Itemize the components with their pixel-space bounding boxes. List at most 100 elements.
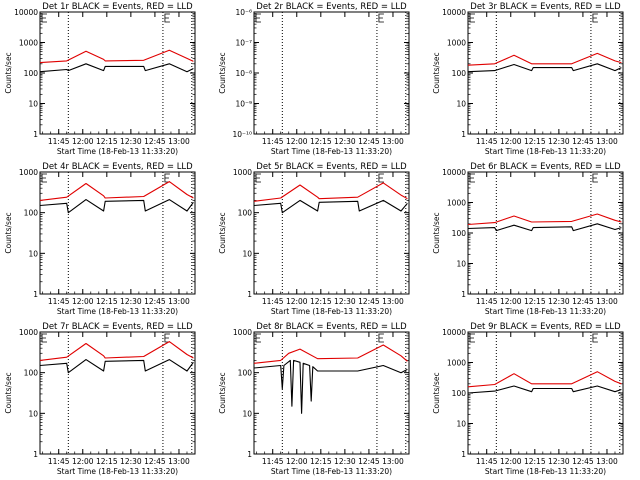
- event-flag-marker: [164, 173, 170, 183]
- series-events: [467, 223, 622, 232]
- x-tick-label: 12:30: [548, 137, 570, 146]
- y-tick-label: 1: [461, 450, 466, 459]
- x-tick-label: 12:30: [120, 137, 142, 146]
- event-flag-marker: [41, 333, 47, 343]
- series-events: [467, 385, 622, 394]
- x-tick-label: 13:00: [168, 297, 190, 306]
- event-flag-marker: [469, 173, 475, 183]
- y-tick-label: 10000: [442, 168, 466, 177]
- x-tick-label: 12:15: [310, 457, 332, 466]
- y-tick-label: 10: [28, 249, 38, 258]
- x-tick-label: 12:15: [96, 297, 118, 306]
- y-axis-label: Counts/sec: [4, 372, 13, 413]
- y-tick-label: 100: [24, 209, 39, 218]
- y-axis-label: Counts/sec: [432, 52, 441, 93]
- y-tick-label: 1: [461, 290, 466, 299]
- x-tick-label: 12:45: [144, 457, 166, 466]
- y-tick-label: 100: [24, 369, 39, 378]
- y-axis-label: Counts/sec: [218, 52, 227, 93]
- panel-det-1: Det 1r BLACK = Events, RED = LLD 1 10 100 10…: [4, 2, 196, 156]
- plot-frame: [253, 11, 410, 135]
- x-tick-label: 11:45: [48, 137, 70, 146]
- y-tick-label: 100: [238, 369, 253, 378]
- event-flag-marker: [41, 13, 47, 23]
- series-events: [39, 359, 194, 374]
- y-tick-label: 10: [28, 409, 38, 418]
- x-tick-label: 11:45: [262, 137, 284, 146]
- series-lld: [467, 213, 622, 226]
- y-tick-label: 100: [452, 69, 467, 78]
- panel-title: Det 1r BLACK = Events, RED = LLD: [42, 2, 193, 12]
- panel-det-4: Det 4r BLACK = Events, RED = LLD 1 10 100 10…: [4, 162, 196, 316]
- x-tick-label: 12:00: [500, 297, 522, 306]
- plot-frame: [467, 331, 624, 455]
- y-axis-label: Counts/sec: [432, 372, 441, 413]
- event-flag-marker: [469, 13, 475, 23]
- x-tick-label: 12:30: [548, 297, 570, 306]
- panel-det-7: Det 7r BLACK = Events, RED = LLD 1 10 100 10…: [4, 322, 196, 476]
- x-tick-label: 11:45: [262, 297, 284, 306]
- y-tick-label: 10: [456, 100, 466, 109]
- x-tick-label: 13:00: [596, 297, 618, 306]
- y-tick-label: 100: [238, 209, 253, 218]
- y-tick-label: 10: [28, 100, 38, 109]
- x-axis-label: Start Time (18-Feb-13 11:33:20): [271, 147, 392, 156]
- x-tick-label: 12:45: [572, 457, 594, 466]
- series-lld: [39, 341, 194, 361]
- series-events: [253, 359, 408, 414]
- x-tick-label: 12:30: [120, 457, 142, 466]
- series-events: [253, 199, 408, 214]
- y-axis-label: Counts/sec: [432, 212, 441, 253]
- x-axis-label: Start Time (18-Feb-13 11:33:20): [57, 307, 178, 316]
- x-tick-label: 12:45: [358, 137, 380, 146]
- y-tick-label: 10: [242, 249, 252, 258]
- panel-title: Det 2r BLACK = Events, RED = LLD: [256, 2, 407, 12]
- x-tick-label: 12:00: [286, 457, 308, 466]
- event-flag-marker: [469, 333, 475, 343]
- y-tick-label: 10⁻¹⁰: [232, 130, 252, 139]
- y-tick-label: 1000: [233, 328, 252, 337]
- y-tick-label: 1: [247, 290, 252, 299]
- event-flag-marker: [592, 173, 598, 183]
- panel-det-2: Det 2r BLACK = Events, RED = LLD 10⁻¹⁰ 10⁻…: [218, 2, 410, 156]
- x-tick-label: 11:45: [48, 457, 70, 466]
- x-tick-label: 12:45: [358, 297, 380, 306]
- x-tick-label: 12:45: [144, 297, 166, 306]
- y-tick-label: 100: [452, 229, 467, 238]
- y-tick-label: 1000: [447, 359, 466, 368]
- x-tick-label: 12:30: [334, 137, 356, 146]
- series-lld: [39, 49, 194, 64]
- x-axis-label: Start Time (18-Feb-13 11:33:20): [485, 467, 606, 476]
- y-tick-label: 1000: [19, 328, 38, 337]
- plot-frame: [467, 11, 624, 135]
- panel-title: Det 5r BLACK = Events, RED = LLD: [256, 162, 407, 172]
- y-tick-label: 100: [24, 69, 39, 78]
- series-lld: [467, 52, 622, 66]
- y-tick-label: 10⁻⁷: [235, 39, 252, 48]
- x-axis-label: Start Time (18-Feb-13 11:33:20): [271, 307, 392, 316]
- plot-frame: [39, 11, 196, 135]
- y-tick-label: 10: [456, 260, 466, 269]
- event-flag-marker: [255, 13, 261, 23]
- x-tick-label: 12:45: [144, 137, 166, 146]
- x-axis-label: Start Time (18-Feb-13 11:33:20): [271, 467, 392, 476]
- event-flag-marker: [41, 173, 47, 183]
- panel-title: Det 6r BLACK = Events, RED = LLD: [470, 162, 621, 172]
- panel-title: Det 8r BLACK = Events, RED = LLD: [256, 322, 407, 332]
- x-tick-label: 13:00: [382, 457, 404, 466]
- x-tick-label: 12:00: [286, 137, 308, 146]
- y-tick-label: 10⁻⁹: [235, 100, 252, 109]
- x-tick-label: 13:00: [382, 137, 404, 146]
- x-tick-label: 12:30: [120, 297, 142, 306]
- x-axis-label: Start Time (18-Feb-13 11:33:20): [57, 467, 178, 476]
- event-flag-marker: [164, 333, 170, 343]
- x-tick-label: 11:45: [48, 297, 70, 306]
- series-events: [39, 199, 194, 214]
- x-axis-label: Start Time (18-Feb-13 11:33:20): [485, 147, 606, 156]
- panel-det-9: Det 9r BLACK = Events, RED = LLD 1 10 100 10…: [432, 322, 624, 476]
- x-tick-label: 13:00: [596, 137, 618, 146]
- series-lld: [467, 371, 622, 388]
- x-tick-label: 12:15: [524, 137, 546, 146]
- event-flag-marker: [255, 173, 261, 183]
